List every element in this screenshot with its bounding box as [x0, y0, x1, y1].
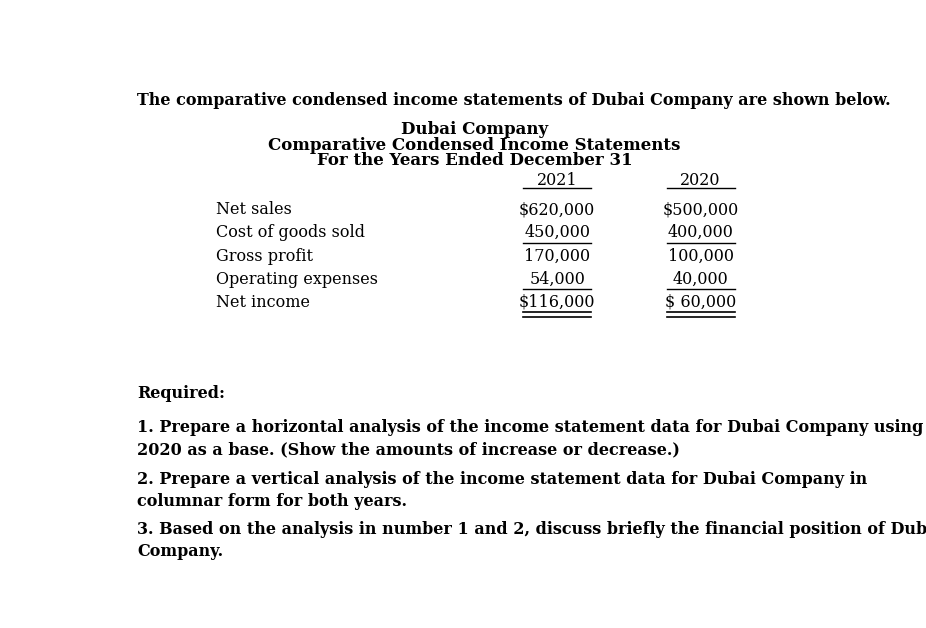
Text: 170,000: 170,000	[524, 247, 590, 264]
Text: Net sales: Net sales	[217, 201, 292, 218]
Text: 2020: 2020	[681, 172, 720, 189]
Text: Cost of goods sold: Cost of goods sold	[217, 224, 365, 241]
Text: Operating expenses: Operating expenses	[217, 271, 378, 288]
Text: Required:: Required:	[137, 385, 225, 402]
Text: 100,000: 100,000	[668, 247, 733, 264]
Text: 2021: 2021	[537, 172, 578, 189]
Text: 2. Prepare a vertical analysis of the income statement data for Dubai Company in: 2. Prepare a vertical analysis of the in…	[137, 471, 868, 510]
Text: $116,000: $116,000	[519, 294, 595, 311]
Text: Gross profit: Gross profit	[217, 247, 313, 264]
Text: 3. Based on the analysis in number 1 and 2, discuss briefly the financial positi: 3. Based on the analysis in number 1 and…	[137, 521, 926, 560]
Text: $ 60,000: $ 60,000	[665, 294, 736, 311]
Text: $620,000: $620,000	[519, 201, 595, 218]
Text: Dubai Company: Dubai Company	[401, 121, 548, 138]
Text: 54,000: 54,000	[529, 271, 585, 288]
Text: For the Years Ended December 31: For the Years Ended December 31	[317, 152, 632, 170]
Text: $500,000: $500,000	[662, 201, 739, 218]
Text: 40,000: 40,000	[673, 271, 729, 288]
Text: 1. Prepare a horizontal analysis of the income statement data for Dubai Company : 1. Prepare a horizontal analysis of the …	[137, 419, 923, 458]
Text: Net income: Net income	[217, 294, 310, 311]
Text: 450,000: 450,000	[524, 224, 590, 241]
Text: The comparative condensed income statements of Dubai Company are shown below.: The comparative condensed income stateme…	[137, 92, 891, 109]
Text: 400,000: 400,000	[668, 224, 733, 241]
Text: Comparative Condensed Income Statements: Comparative Condensed Income Statements	[269, 137, 681, 154]
